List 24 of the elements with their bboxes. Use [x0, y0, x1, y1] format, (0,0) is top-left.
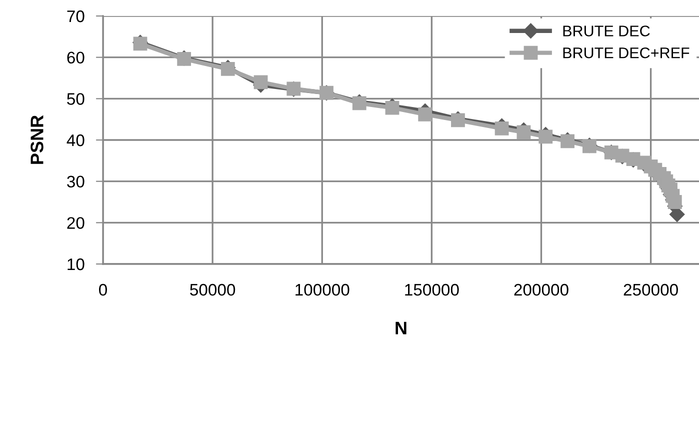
point — [385, 100, 400, 115]
x-tick-label: 50000 — [190, 284, 236, 296]
point — [538, 130, 553, 144]
y-tick-label: 10 — [68, 258, 84, 270]
y-tick-label: 40 — [66, 134, 84, 146]
x-axis-title: N — [396, 322, 406, 334]
x-tick-label: 200000 — [514, 284, 568, 296]
point — [418, 107, 432, 122]
point — [254, 75, 268, 90]
x-tick-label: 250000 — [624, 284, 678, 296]
y-tick-label: 70 — [67, 10, 84, 22]
y-axis-title: PSNR — [30, 115, 44, 164]
x-tick-label: 0 — [99, 284, 107, 296]
point — [494, 121, 509, 136]
y-tick-label: 30 — [67, 176, 84, 188]
y-tick-label: 50 — [67, 93, 84, 105]
legend-label: BRUTE DEC — [563, 26, 650, 36]
x-tick-label: 100000 — [296, 284, 350, 296]
y-tick-label: 20 — [67, 217, 84, 229]
y-tick-label: 60 — [67, 52, 84, 64]
x-tick-label: 150000 — [405, 284, 459, 296]
point — [668, 195, 682, 209]
legend-label: BRUTE DEC+REF — [563, 47, 690, 58]
point — [516, 125, 531, 140]
